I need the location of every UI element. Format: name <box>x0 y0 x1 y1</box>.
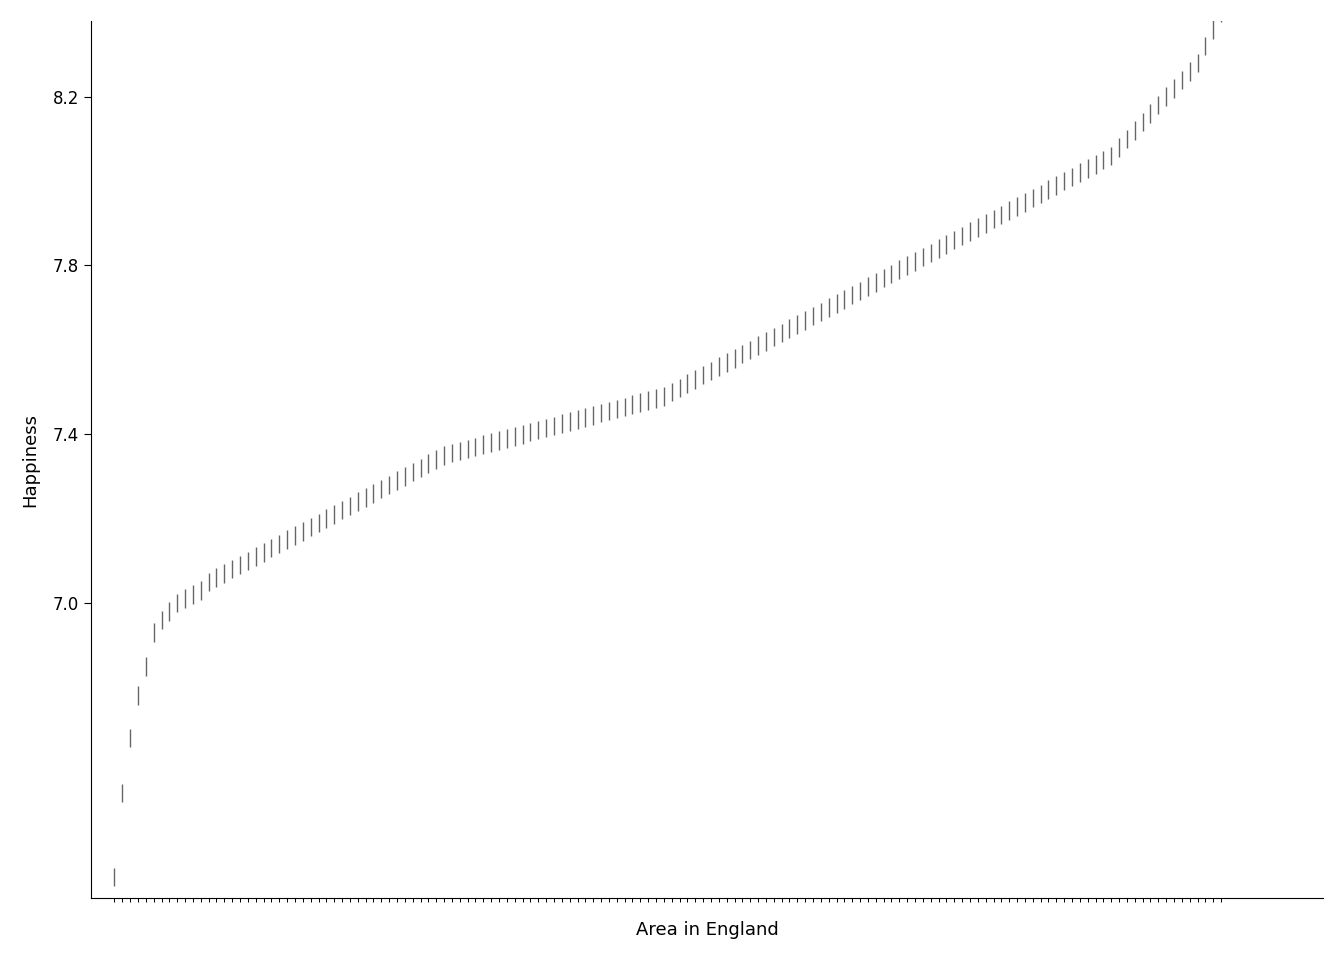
X-axis label: Area in England: Area in England <box>636 922 778 939</box>
Y-axis label: Happiness: Happiness <box>22 413 39 507</box>
